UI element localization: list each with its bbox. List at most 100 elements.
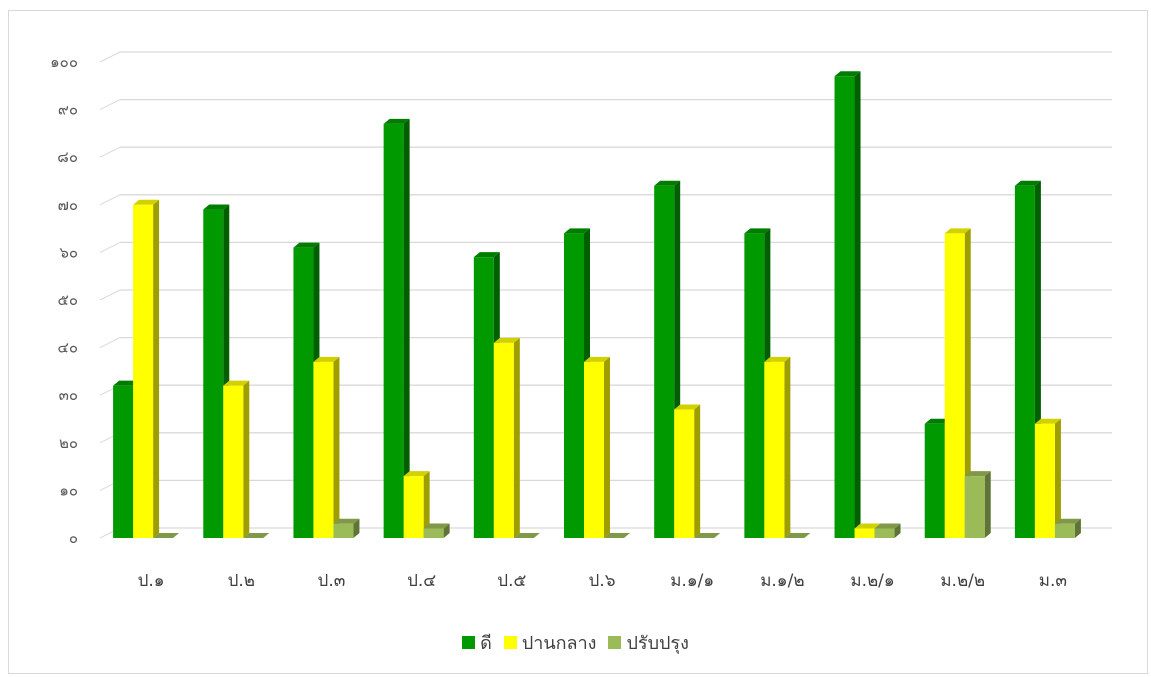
bar-side bbox=[784, 356, 791, 538]
bar-side bbox=[423, 471, 430, 538]
bar-front bbox=[493, 342, 514, 538]
bar-front bbox=[403, 476, 424, 538]
bar-2 bbox=[313, 356, 340, 538]
bar-2 bbox=[674, 404, 701, 538]
bar-2 bbox=[223, 380, 250, 538]
bar-2 bbox=[403, 471, 430, 538]
bar-top bbox=[403, 471, 430, 477]
bar-top bbox=[113, 380, 140, 386]
bar-side bbox=[854, 71, 861, 538]
y-tick-label: ๖๐ bbox=[59, 243, 78, 261]
bar-top bbox=[383, 118, 410, 124]
bar-3 bbox=[964, 471, 991, 538]
bars bbox=[113, 71, 1081, 539]
bar-top bbox=[694, 533, 721, 538]
y-tick-label: ๑๐๐ bbox=[50, 53, 78, 71]
bar-front bbox=[744, 233, 765, 539]
bar-front bbox=[223, 385, 244, 538]
bar-3 bbox=[874, 523, 901, 538]
gridline-edge bbox=[99, 337, 121, 349]
bar-top bbox=[493, 337, 520, 343]
bar-3 bbox=[513, 533, 540, 538]
gridline-edge bbox=[99, 194, 121, 206]
x-tick-label: ป.๖ bbox=[589, 571, 616, 591]
y-tick-label: ๒๐ bbox=[59, 434, 78, 452]
bar-top bbox=[764, 356, 791, 362]
gridline-edge bbox=[99, 241, 121, 253]
bar-top bbox=[654, 180, 681, 186]
x-tick-label: ป.๑ bbox=[138, 571, 165, 591]
bar-side bbox=[243, 380, 250, 538]
bar-side bbox=[333, 356, 340, 538]
gridline-edge bbox=[99, 289, 121, 301]
bar-top bbox=[133, 199, 160, 205]
x-tick-label: ม.๑/๒ bbox=[760, 571, 804, 591]
bar-side bbox=[153, 199, 160, 539]
y-tick-label: ๓๐ bbox=[59, 386, 78, 404]
bar-2 bbox=[1034, 418, 1061, 538]
bar-front bbox=[203, 209, 224, 538]
y-axis-ticks: ๐ ๑๐ ๒๐ ๓๐ ๔๐ ๕๐ ๖๐ ๗๐ ๘๐ ๙๐ ๑๐๐ bbox=[50, 53, 78, 547]
bar-front bbox=[854, 528, 875, 538]
bar-top bbox=[784, 533, 811, 538]
bar-top bbox=[203, 204, 230, 210]
y-tick-label: ๔๐ bbox=[57, 339, 78, 357]
bar-side bbox=[1074, 518, 1081, 538]
bar-top bbox=[924, 418, 951, 424]
bar-3 bbox=[333, 518, 360, 538]
bar-side bbox=[1054, 418, 1061, 538]
bar-3 bbox=[423, 523, 450, 538]
bar-front bbox=[293, 247, 314, 538]
bar-front bbox=[674, 409, 695, 538]
bar-top bbox=[1054, 518, 1081, 524]
y-tick-label: ๗๐ bbox=[58, 196, 78, 214]
bar-side bbox=[403, 118, 410, 538]
bar-2 bbox=[764, 356, 791, 538]
bar-top bbox=[584, 356, 610, 362]
bar-top bbox=[513, 533, 540, 538]
bar-1 bbox=[834, 71, 861, 538]
legend-item: ปรับปรุง bbox=[608, 628, 689, 657]
bar-side bbox=[604, 356, 610, 538]
legend-label: ดี bbox=[480, 633, 492, 654]
gridline-edge bbox=[99, 99, 121, 111]
bar-top bbox=[313, 356, 340, 362]
bar-top bbox=[1014, 180, 1041, 186]
bar-front bbox=[1054, 523, 1075, 538]
legend: ดี ปานกลาง ปรับปรุง bbox=[0, 628, 1151, 657]
bar-top bbox=[243, 533, 270, 538]
bar-2 bbox=[493, 337, 520, 538]
bar-front bbox=[383, 123, 404, 538]
bar-2 bbox=[584, 356, 610, 538]
x-tick-label: ม.๒/๑ bbox=[850, 571, 894, 591]
legend-swatch bbox=[462, 636, 476, 649]
bar-front bbox=[874, 528, 895, 538]
y-tick-label: ๘๐ bbox=[57, 148, 78, 166]
bar-top bbox=[874, 523, 901, 529]
bar-front bbox=[133, 204, 154, 539]
y-tick-label: ๐ bbox=[69, 529, 78, 547]
y-tick-label: ๙๐ bbox=[58, 101, 78, 119]
bar-front bbox=[473, 257, 494, 538]
bar-2 bbox=[133, 199, 160, 539]
bar-3 bbox=[784, 533, 811, 538]
gridline-edge bbox=[99, 146, 121, 158]
bar-top bbox=[564, 228, 590, 234]
legend-label: ปรับปรุง bbox=[626, 633, 689, 654]
bar-top bbox=[604, 533, 630, 538]
bar-side bbox=[894, 523, 901, 538]
bar-side bbox=[964, 228, 971, 539]
bar-top bbox=[964, 471, 991, 477]
bar-front bbox=[834, 76, 855, 538]
x-tick-label: ป.๕ bbox=[497, 571, 526, 591]
bar-top bbox=[423, 523, 450, 529]
bar-front bbox=[924, 423, 945, 538]
bar-top bbox=[944, 228, 971, 234]
bar-side bbox=[694, 404, 701, 538]
bar-front bbox=[944, 233, 965, 539]
bar-front bbox=[333, 523, 354, 538]
x-tick-label: ป.๓ bbox=[318, 571, 346, 591]
x-tick-label: ป.๔ bbox=[407, 571, 436, 591]
bar-3 bbox=[243, 533, 270, 538]
